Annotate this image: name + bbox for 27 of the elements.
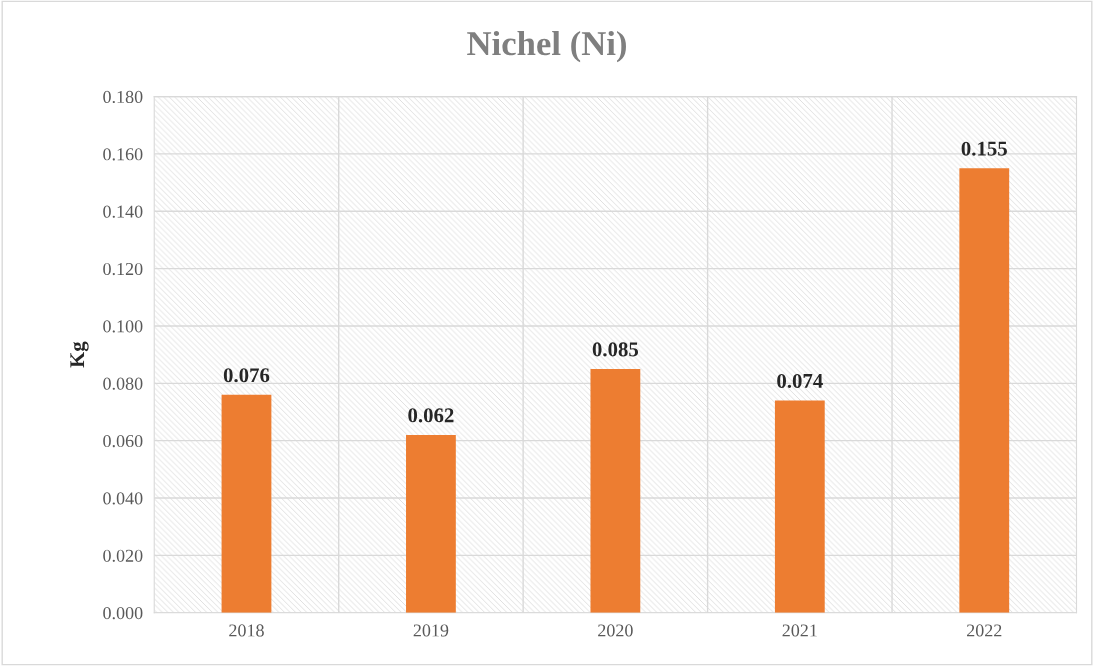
y-axis-title: Kg [70, 341, 89, 368]
data-label: 0.062 [408, 408, 454, 423]
y-tick-label: 0.140 [103, 205, 143, 218]
x-tick-label: 2022 [967, 624, 1002, 637]
y-tick-label: 0.060 [103, 434, 143, 448]
data-label: 0.076 [223, 368, 270, 383]
bar [774, 400, 825, 613]
bar [590, 368, 641, 613]
bar [221, 394, 272, 613]
x-tick-label: 2021 [782, 624, 817, 637]
data-label: 0.074 [777, 373, 823, 389]
y-tick-label: 0.000 [103, 606, 143, 620]
y-tick-label: 0.100 [103, 320, 143, 333]
data-label: 0.155 [961, 141, 1007, 156]
x-tick-label: 2018 [229, 624, 264, 637]
x-tick-label: 2019 [413, 624, 449, 637]
y-tick-label: 0.160 [103, 148, 143, 161]
x-tick-label: 2020 [598, 624, 633, 637]
y-tick-label: 0.080 [103, 377, 143, 390]
data-label: 0.085 [592, 342, 639, 357]
bar [406, 434, 456, 613]
chart-title: Nichel (Ni) [467, 30, 626, 63]
y-tick-label: 0.020 [103, 549, 143, 562]
bar [959, 168, 1010, 613]
y-tick-label: 0.040 [103, 492, 143, 505]
y-tick-label: 0.180 [103, 90, 143, 104]
y-tick-label: 0.120 [103, 262, 143, 276]
